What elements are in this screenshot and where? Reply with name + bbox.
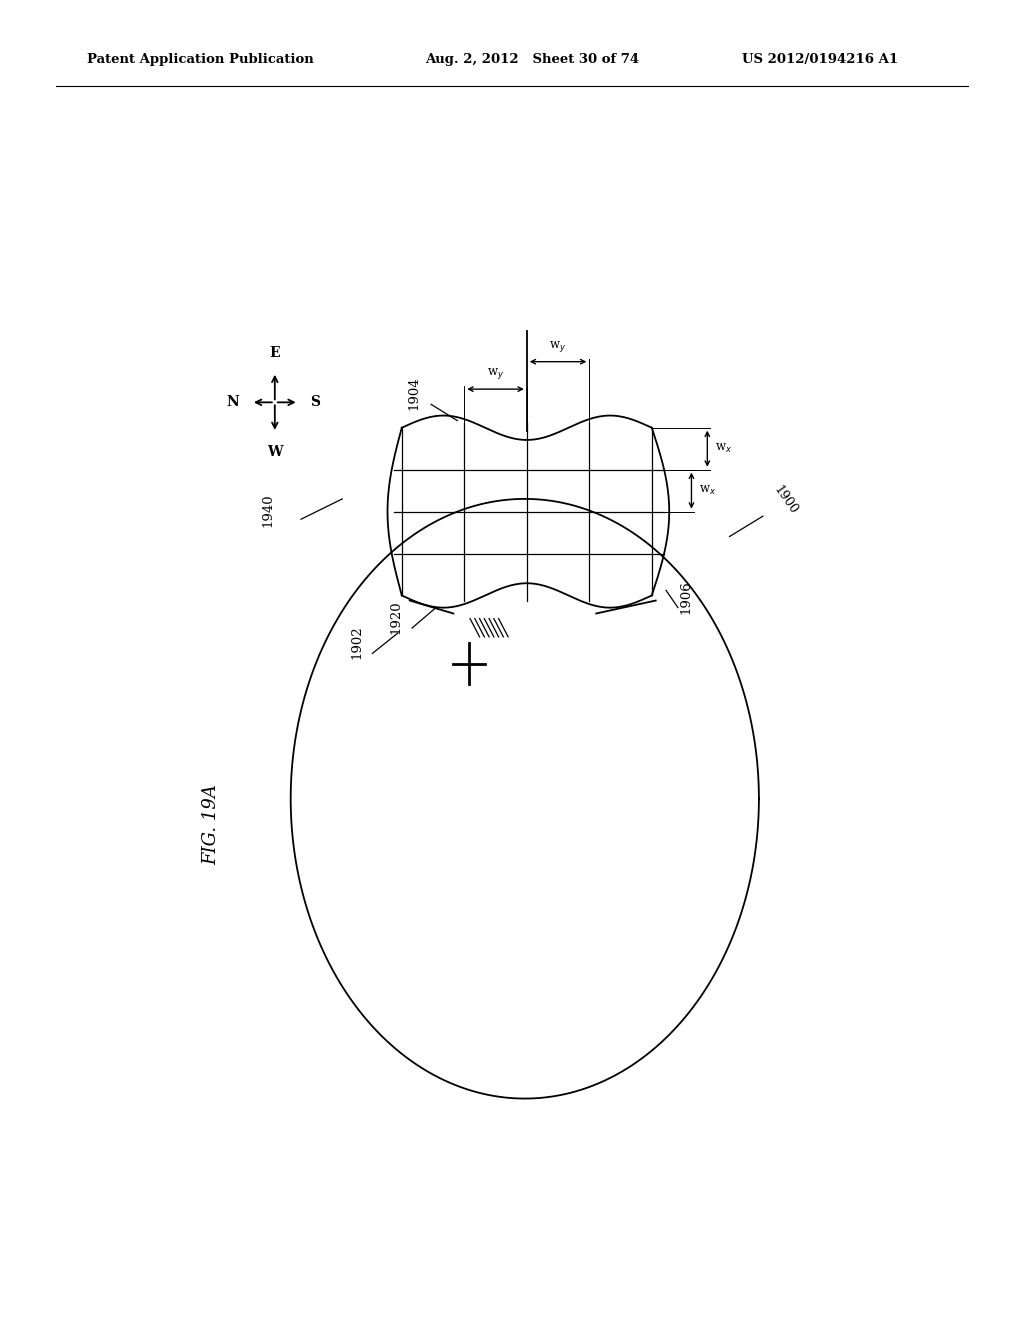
Text: 1920: 1920 [390,601,402,634]
Text: W: W [267,445,283,459]
Text: 1904: 1904 [408,376,420,411]
Text: US 2012/0194216 A1: US 2012/0194216 A1 [742,53,898,66]
Text: w$_x$: w$_x$ [715,442,732,455]
Text: N: N [226,395,240,409]
Text: 1900: 1900 [771,483,800,517]
Text: w$_x$: w$_x$ [699,484,717,498]
Text: Aug. 2, 2012   Sheet 30 of 74: Aug. 2, 2012 Sheet 30 of 74 [425,53,639,66]
Text: FIG. 19A: FIG. 19A [203,784,220,865]
Text: Patent Application Publication: Patent Application Publication [87,53,313,66]
Text: S: S [310,395,321,409]
Text: E: E [269,346,281,359]
Text: w$_y$: w$_y$ [487,366,504,381]
Text: 1902: 1902 [350,626,364,660]
Text: 1906: 1906 [680,579,692,614]
Text: w$_y$: w$_y$ [550,338,566,354]
Text: 1940: 1940 [261,494,274,527]
